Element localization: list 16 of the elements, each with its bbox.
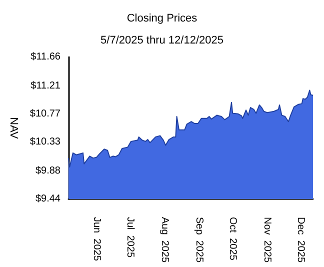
x-tick-label: Dec 2025	[295, 217, 306, 264]
y-tick-label: $9.44	[35, 194, 61, 204]
chart-title: Closing Prices	[126, 12, 198, 24]
y-axis-title: NAV	[8, 117, 20, 140]
x-tick-label: Sep 2025	[194, 217, 205, 264]
x-tick-label: Aug 2025	[159, 217, 170, 264]
x-tick-label: Jul 2025	[124, 217, 136, 258]
chart-subtitle: 5/7/2025 thru 12/12/2025	[100, 34, 224, 46]
y-tick-label: $9.88	[35, 165, 61, 176]
x-tick-label: Jun 2025	[90, 217, 102, 262]
y-tick-label: $11.21	[30, 80, 61, 92]
x-tick-label: Nov 2025	[262, 217, 273, 264]
y-tick-label: $10.77	[30, 108, 61, 120]
x-tick-label: Oct 2025	[227, 217, 238, 261]
y-tick-label: $11.66	[30, 52, 61, 62]
y-tick-label: $10.33	[30, 136, 61, 148]
